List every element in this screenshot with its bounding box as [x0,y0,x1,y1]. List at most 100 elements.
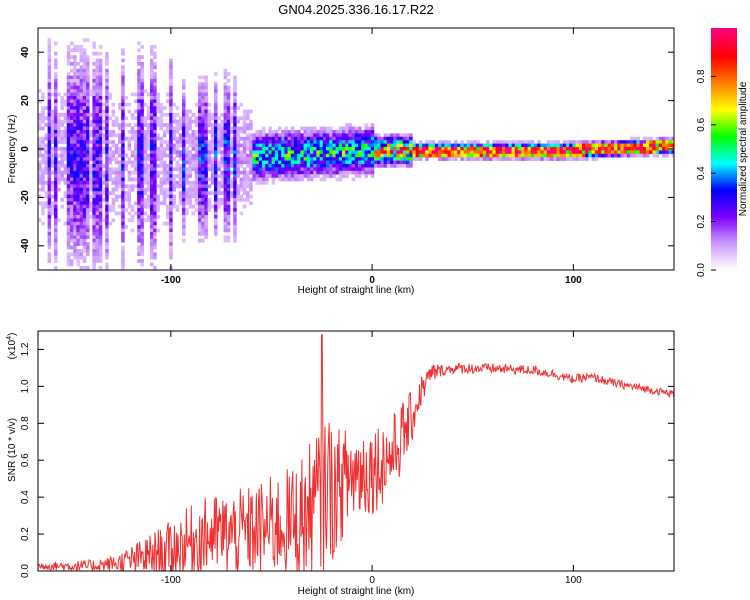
heatmap-cell [671,140,674,144]
heatmap-cell [44,136,48,141]
heatmap-cell [322,143,327,148]
heatmap-cell [294,167,298,172]
heatmap-cell [473,147,477,151]
heatmap-cell [204,123,208,127]
heatmap-cell [124,208,128,212]
heatmap-cell [406,160,410,165]
heatmap-cell [185,187,189,192]
heatmap-cell [76,160,80,165]
heatmap-cell [217,198,221,202]
heatmap-cell [137,259,141,263]
heatmap-cell [73,198,77,202]
heatmap-cell [409,140,413,144]
heatmap-cell [166,99,170,104]
heatmap-cell [198,167,202,172]
heatmap-cell [47,55,52,59]
heatmap-cell [466,147,471,151]
heatmap-cell [428,153,432,158]
heatmap-cell [182,99,186,104]
heatmap-cell [300,174,304,178]
heatmap-cell [246,109,250,114]
heatmap-cell [92,140,96,144]
heatmap-cell [150,102,154,107]
heatmap-cell [450,157,455,161]
heatmap-cell [300,170,304,175]
heatmap-cell [175,174,180,178]
heatmap-cell [338,153,343,158]
heatmap-cell [70,41,74,46]
heatmap-cell [278,167,282,172]
heatmap-cell [188,201,192,206]
heatmap-cell [47,62,52,66]
heatmap-cell [118,184,122,189]
heatmap-cell [114,157,119,161]
heatmap-cell [326,133,330,138]
heatmap-cell [342,143,346,148]
heatmap-cell [233,116,237,121]
heatmap-cell [66,130,71,134]
heatmap-cell [274,174,279,178]
heatmap-cell [143,133,148,138]
heatmap-cell [310,136,314,141]
heatmap-cell [546,143,551,148]
heatmap-cell [137,99,141,104]
heatmap-cell [86,130,90,134]
heatmap-cell [249,164,253,168]
heatmap-cell [329,160,333,165]
heatmap-cell [214,82,218,87]
heatmap-cell [156,116,160,121]
heatmap-cell [326,153,330,158]
heatmap-cell [588,143,592,148]
heatmap-cell [204,174,208,178]
heatmap-cell [114,147,119,151]
heatmap-cell [143,164,148,168]
heatmap-cell [137,75,141,80]
heatmap-cell [198,123,202,127]
multiplier-close: ) [7,333,18,336]
heatmap-cell [162,191,167,195]
heatmap-cell [41,167,45,172]
heatmap-cell [198,150,202,155]
heatmap-cell [60,153,64,158]
heatmap-cell [367,126,372,131]
heatmap-cell [594,143,599,148]
heatmap-cell [41,181,45,185]
heatmap-cell [79,109,84,114]
heatmap-cell [262,153,266,158]
heatmap-cell [594,150,599,155]
heatmap-cell [201,157,205,161]
heatmap-cell [198,184,202,189]
heatmap-cell [47,102,52,107]
heatmap-cell [271,150,276,155]
heatmap-cell [582,140,586,144]
heatmap-cell [278,174,282,178]
heatmap-cell [182,147,186,151]
heatmap-cell [118,147,122,151]
heatmap-cell [98,133,103,138]
heatmap-cell [76,123,80,127]
heatmap-cell [79,266,84,270]
heatmap-cell [121,140,125,144]
heatmap-cell [217,191,221,195]
heatmap-cell [294,130,298,134]
heatmap-cell [236,194,240,199]
heatmap-cell [607,140,612,144]
heatmap-cell [214,85,218,90]
heatmap-cell [95,109,100,114]
heatmap-cell [82,150,87,155]
heatmap-cell [95,164,100,168]
heatmap-cell [380,143,384,148]
heatmap-cell [86,92,90,97]
heatmap-cell [358,140,362,144]
heatmap-cell [54,102,58,107]
heatmap-cell [114,160,119,165]
heatmap-cell [306,153,311,158]
heatmap-cell [239,187,244,192]
heatmap-cell [98,65,103,70]
heatmap-cell [236,150,240,155]
heatmap-cell [102,126,106,131]
heatmap-cell [306,160,311,165]
heatmap-cell [326,157,330,161]
heatmap-cell [54,119,58,124]
